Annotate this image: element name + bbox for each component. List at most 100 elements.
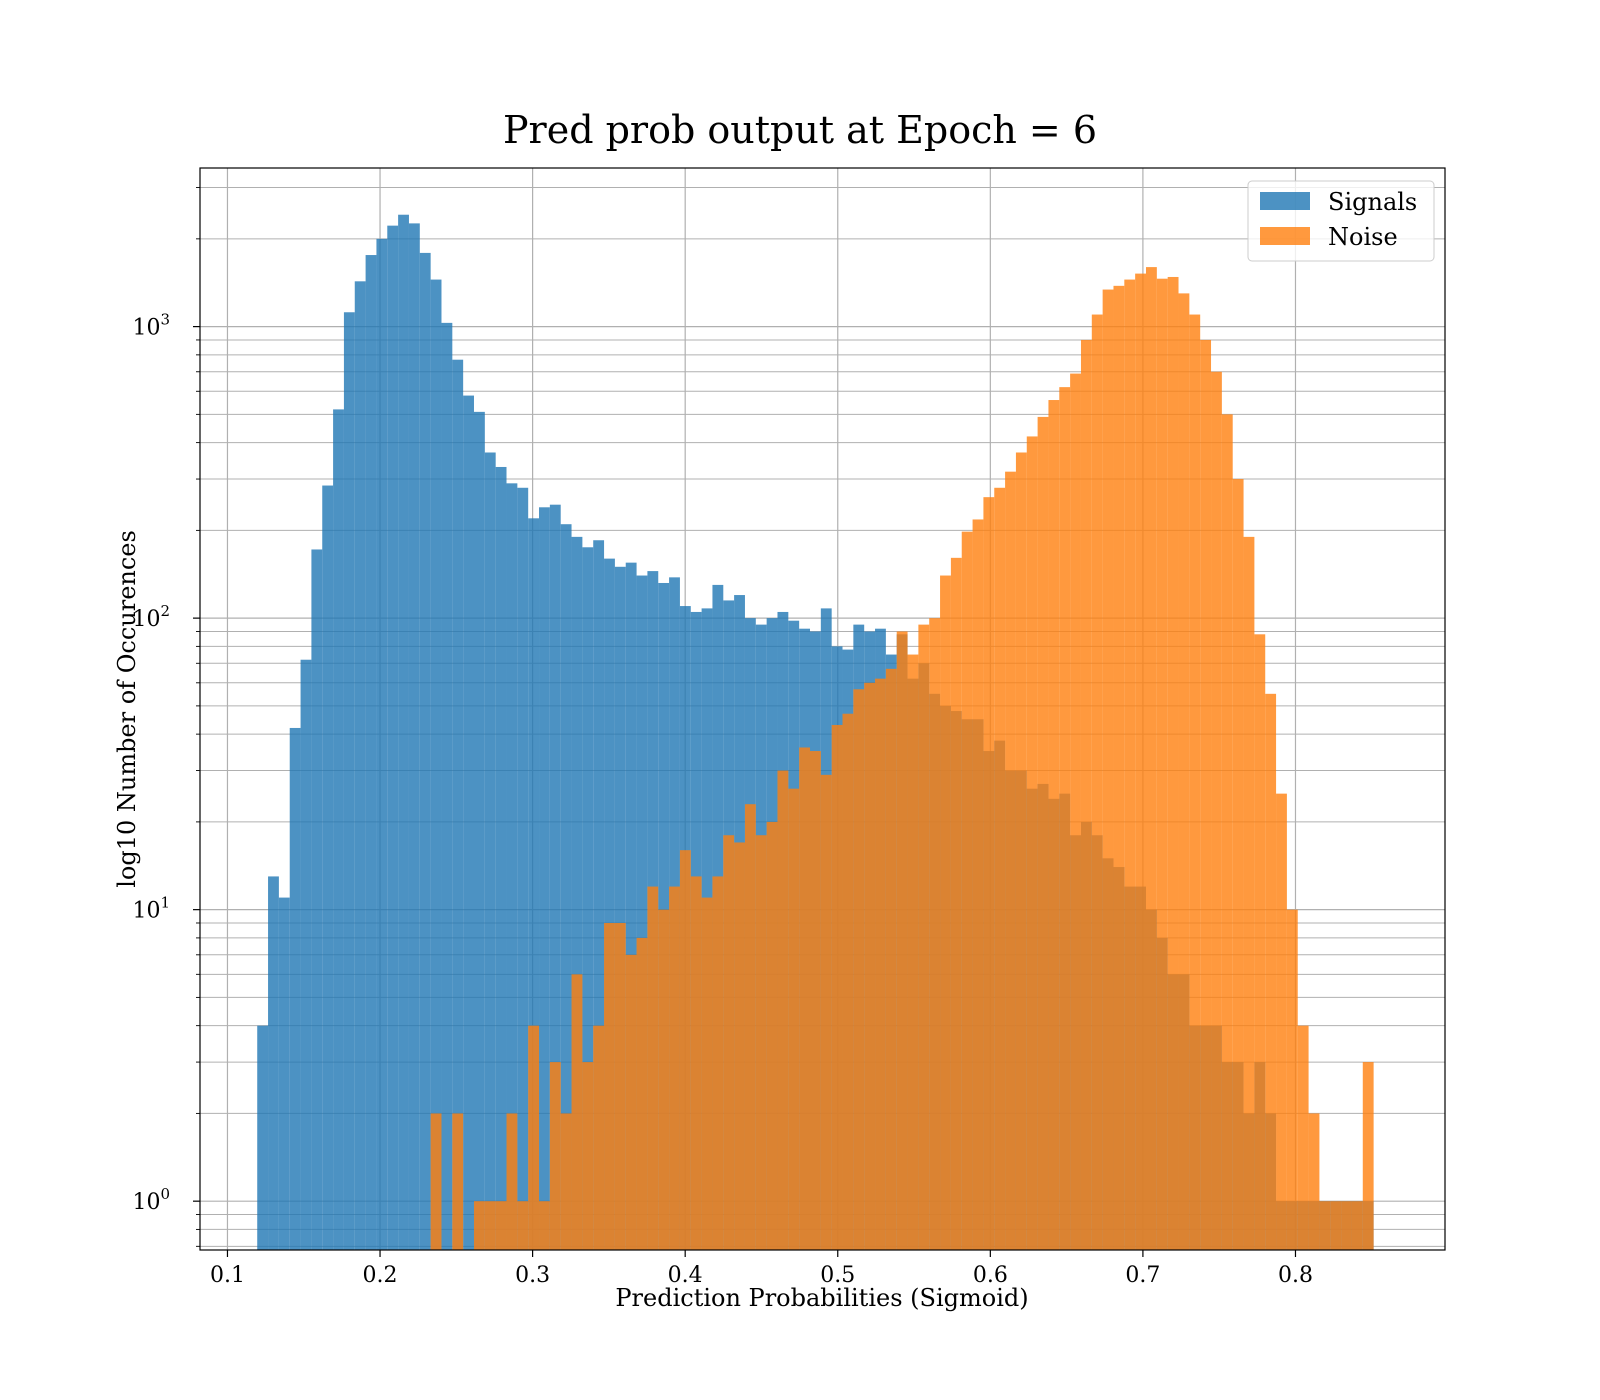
legend-label-noise: Noise [1328,223,1398,251]
bar-signals [636,575,648,1250]
bar-noise [669,886,680,1250]
bar-signals [463,395,474,1250]
bar-signals [582,547,594,1250]
bar-signals [593,540,605,1250]
bar-signals [300,659,312,1250]
bar-signals [517,487,529,1250]
bar-noise [1330,1201,1342,1250]
bar-noise [842,713,854,1250]
bar-noise [1015,452,1027,1250]
bar-noise [1254,634,1266,1250]
bar-noise [766,821,778,1250]
bar-noise [604,922,615,1250]
bar-noise [864,682,876,1250]
bar-noise [734,842,745,1250]
bar-signals [495,466,507,1251]
x-tick-label: 0.2 [363,1263,398,1288]
bar-noise [1113,285,1125,1251]
bar-noise [885,668,897,1250]
bar-signals [539,507,550,1250]
bar-noise [1102,289,1114,1250]
bar-noise [1362,1062,1374,1250]
y-tick-label: 101 [132,894,170,924]
bar-noise [950,557,962,1250]
bar-noise [896,631,908,1250]
bar-noise [907,654,919,1250]
histogram-bars [257,214,1374,1251]
bar-noise [625,954,637,1250]
bar-noise [473,1201,485,1250]
x-tick-label: 0.6 [973,1263,1008,1288]
bar-noise [723,835,735,1250]
bar-noise [658,909,670,1250]
x-tick-label: 0.8 [1278,1263,1313,1288]
bar-signals [614,566,626,1250]
bar-noise [1037,416,1049,1250]
bar-noise [1211,371,1222,1250]
bar-signals [549,504,561,1250]
bar-noise [1091,314,1103,1250]
bar-noise [1026,436,1038,1250]
x-axis-label: Prediction Probabilities (Sigmoid) [615,1284,1028,1312]
bar-noise [712,876,724,1250]
bar-signals [322,485,334,1250]
bar-noise [701,897,713,1250]
bar-signals [289,727,301,1250]
bar-noise [799,747,810,1250]
bar-signals [528,518,540,1250]
axis-ticks: 0.1 0.2 0.3 0.4 0.5 0.6 0.7 0.8 100 101 102 103 [132,187,1313,1288]
y-tick-label: 100 [132,1185,170,1215]
bar-noise [1178,293,1190,1250]
legend-swatch-signals [1260,192,1310,210]
bar-noise [484,1201,496,1250]
bar-noise [820,774,832,1250]
bar-signals [560,524,572,1250]
x-tick-label: 0.5 [820,1263,855,1288]
bar-signals [376,238,388,1251]
bar-noise [1124,279,1136,1250]
bar-noise [1341,1201,1352,1250]
bar-noise [1351,1201,1363,1250]
bar-noise [831,724,843,1250]
bar-noise [972,519,984,1250]
bar-noise [452,1113,464,1250]
bar-noise [1243,536,1255,1250]
bar-signals [257,1025,269,1250]
bar-noise [788,788,800,1250]
series-noise [430,267,1374,1251]
bar-noise [1221,414,1233,1250]
bar-noise [1146,267,1157,1251]
bar-noise [1232,479,1244,1250]
bar-signals [408,223,420,1250]
bar-noise [1048,400,1060,1250]
bar-noise [810,751,821,1250]
bar-noise [679,850,691,1250]
bar-signals [473,411,485,1250]
bar-signals [419,252,431,1250]
y-axis-label: log10 Number of Occurences [113,530,141,888]
plot-frame [199,167,1446,1251]
bar-signals [365,255,377,1251]
bar-signals [452,359,464,1250]
bar-noise [755,835,767,1250]
bar-noise [777,770,789,1250]
bar-noise [549,1062,561,1250]
bar-noise [571,974,583,1250]
bar-noise [1156,278,1168,1250]
bar-noise [1189,314,1201,1250]
legend-label-signals: Signals [1328,188,1417,216]
bar-noise [517,1201,529,1250]
bar-signals [311,549,323,1250]
bar-noise [1265,693,1277,1250]
bar-noise [636,937,648,1250]
bar-signals [387,225,399,1250]
bar-noise [853,689,865,1250]
x-tick-label: 0.4 [668,1263,703,1288]
bar-noise [994,487,1006,1250]
bar-noise [1286,909,1298,1250]
bar-noise [560,1113,572,1250]
bar-noise [1070,373,1081,1251]
bar-noise [430,1113,442,1250]
bar-signals [571,536,583,1250]
